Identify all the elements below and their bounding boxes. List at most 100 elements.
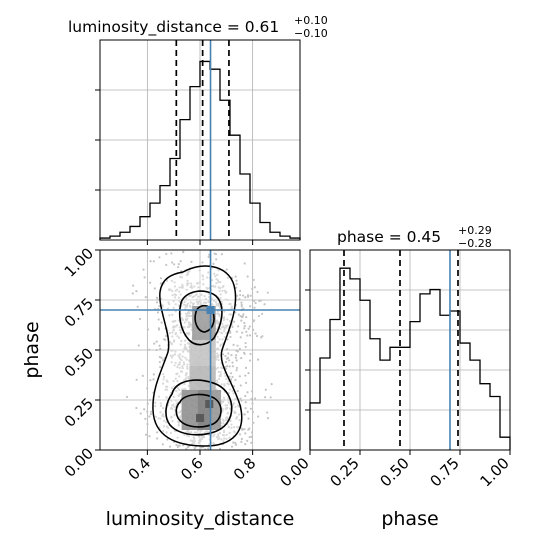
2d-scatter-point xyxy=(165,263,168,267)
2d-scatter-point xyxy=(216,433,220,436)
2d-scatter-point xyxy=(195,431,199,434)
2d-scatter-point xyxy=(207,271,210,274)
2d-scatter-point xyxy=(159,282,162,285)
2d-scatter-point xyxy=(173,413,176,417)
2d-scatter-point xyxy=(253,306,256,309)
2d-scatter-point xyxy=(232,320,236,323)
2d-scatter-point xyxy=(165,252,168,256)
2d-scatter-point xyxy=(205,301,208,304)
2d-scatter-point xyxy=(241,331,244,334)
2d-scatter-point xyxy=(198,281,201,284)
2d-scatter-point xyxy=(178,361,181,364)
2d-scatter-point xyxy=(231,389,234,393)
2d-scatter-point xyxy=(139,412,142,415)
2d-scatter-point xyxy=(179,331,182,334)
2d-scatter-point xyxy=(177,394,180,397)
2d-scatter-point xyxy=(227,352,230,355)
2d-scatter-point xyxy=(229,302,232,306)
2d-y-tick-label: 0.25 xyxy=(61,394,97,430)
2d-scatter-point xyxy=(243,262,246,265)
2d-scatter-point xyxy=(156,298,159,301)
2d-x-tick-label: 0.6 xyxy=(177,454,207,484)
2d-scatter-point xyxy=(229,372,233,375)
2d-scatter-point xyxy=(240,440,243,443)
2d-scatter-point xyxy=(222,422,225,425)
2d-scatter-point xyxy=(148,281,152,284)
2d-scatter-point xyxy=(235,282,238,286)
2d-scatter-point xyxy=(187,342,190,345)
2d-scatter-point xyxy=(158,256,161,259)
2d-scatter-point xyxy=(235,366,239,370)
2d-truth-marker xyxy=(206,306,215,314)
2d-scatter-point xyxy=(162,415,165,418)
2d-scatter-point xyxy=(207,255,210,259)
2d-scatter-point xyxy=(146,423,149,426)
2d-scatter-point xyxy=(223,372,226,375)
2d-scatter-point xyxy=(178,375,181,378)
phase-histogram-panel: phase = 0.45 +0.29 −0.28 0.00 0.25 0.50 0.7… xyxy=(276,224,512,530)
2d-scatter-point xyxy=(181,318,185,321)
2d-scatter-point xyxy=(224,324,228,327)
2d-scatter-point xyxy=(217,354,220,357)
2d-scatter-point xyxy=(198,269,201,272)
2d-scatter-point xyxy=(237,325,240,328)
2d-scatter-point xyxy=(253,319,256,322)
2d-scatter-point xyxy=(246,410,249,413)
2d-scatter-point xyxy=(222,318,225,322)
2d-scatter-point xyxy=(216,341,219,344)
2d-scatter-point xyxy=(221,410,224,413)
2d-scatter-point xyxy=(162,358,165,362)
2d-scatter-point xyxy=(244,432,247,435)
2d-scatter-point xyxy=(186,325,189,329)
2d-scatter-point xyxy=(235,294,239,297)
2d-scatter-point xyxy=(159,402,162,405)
2d-scatter-point xyxy=(179,260,182,263)
2d-scatter-point xyxy=(256,290,259,294)
2d-scatter-point xyxy=(180,339,183,343)
2d-scatter-point xyxy=(257,314,261,318)
2d-scatter-point xyxy=(249,407,253,410)
2d-scatter-point xyxy=(187,332,191,335)
2d-scatter-point xyxy=(176,324,179,327)
2d-scatter-point xyxy=(146,410,149,413)
2d-scatter-point xyxy=(230,426,233,429)
2d-scatter-point xyxy=(204,297,207,301)
2d-scatter-point xyxy=(220,331,223,334)
2d-contours xyxy=(152,265,243,447)
2d-scatter-point xyxy=(187,321,190,324)
2d-scatter-point xyxy=(155,340,158,343)
2d-scatter-point xyxy=(221,286,224,289)
2d-scatter-point xyxy=(229,335,232,339)
2d-scatter-point xyxy=(235,279,238,282)
2d-scatter-point xyxy=(196,301,200,305)
2d-scatter-point xyxy=(170,349,173,352)
x-axis-label-phase: phase xyxy=(381,508,438,530)
2d-scatter-point xyxy=(203,295,206,298)
2d-scatter-point xyxy=(206,430,209,433)
2d-scatter-point xyxy=(181,367,184,370)
2d-scatter-point xyxy=(149,260,152,263)
2d-scatter-point xyxy=(170,279,174,282)
2d-scatter-point xyxy=(176,288,179,291)
2d-scatter-point xyxy=(173,281,176,284)
2d-scatter-point xyxy=(228,359,231,362)
2d-scatter-point xyxy=(244,443,247,446)
2d-scatter-point xyxy=(240,303,243,306)
2d-scatter-point xyxy=(219,344,222,347)
2d-scatter-point xyxy=(224,291,227,295)
2d-scatter-point xyxy=(152,373,155,376)
2d-scatter-point xyxy=(172,328,175,332)
luminosity-distance-histogram-panel: luminosity_distance = 0.61 +0.10 −0.10 xyxy=(68,14,328,245)
2d-scatter-point xyxy=(184,306,187,309)
2d-scatter-point xyxy=(184,356,187,359)
2d-scatter-point xyxy=(157,318,160,321)
2d-scatter-point xyxy=(173,285,177,288)
2d-scatter-point xyxy=(167,301,170,304)
2d-scatter-point xyxy=(235,369,238,372)
2d-scatter-point xyxy=(152,378,155,381)
2d-scatter-point xyxy=(153,342,156,345)
2d-scatter-point xyxy=(146,387,149,390)
2d-scatter-point xyxy=(174,333,177,336)
2d-scatter-point xyxy=(239,384,242,387)
